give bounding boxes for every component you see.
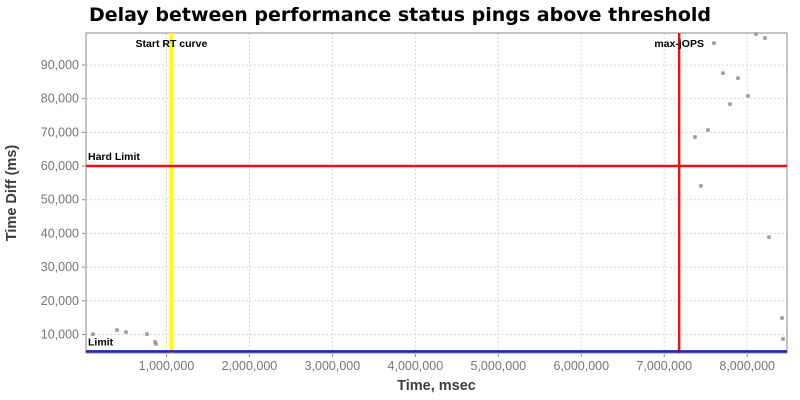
- marker-label: Hard Limit: [88, 151, 140, 163]
- chart-title: Delay between performance status pings a…: [88, 4, 712, 26]
- scatter-point: [154, 342, 158, 346]
- x-tick-label: 8,000,000: [719, 359, 775, 373]
- scatter-point: [736, 76, 740, 80]
- scatter-point: [145, 332, 149, 336]
- scatter-point: [754, 32, 758, 36]
- marker-label: Start RT curve: [136, 38, 208, 50]
- x-tick-label: 4,000,000: [388, 359, 444, 373]
- y-tick-label: 10,000: [41, 327, 79, 341]
- y-tick-label: 20,000: [41, 294, 79, 308]
- scatter-point: [763, 36, 767, 40]
- y-tick-label: 80,000: [41, 92, 79, 106]
- y-tick-label: 30,000: [41, 260, 79, 274]
- y-tick-label: 50,000: [41, 193, 79, 207]
- y-axis-title: Time Diff (ms): [4, 145, 20, 242]
- scatter-point: [693, 135, 697, 139]
- scatter-point: [115, 328, 119, 332]
- scatter-point: [767, 235, 771, 239]
- plot-border: [85, 32, 788, 354]
- x-tick-label: 2,000,000: [222, 359, 278, 373]
- x-axis-title: Time, msec: [397, 378, 476, 394]
- scatter-point: [712, 41, 716, 45]
- scatter-point: [91, 332, 95, 336]
- x-tick-label: 6,000,000: [553, 359, 609, 373]
- marker-label: Limit: [88, 336, 114, 348]
- y-tick-label: 40,000: [41, 226, 79, 240]
- scatter-point: [780, 316, 784, 320]
- scatter-point: [728, 102, 732, 106]
- scatter-point: [746, 94, 750, 98]
- scatter-point: [706, 128, 710, 132]
- scatter-point: [699, 184, 703, 188]
- plot-area: [86, 33, 787, 353]
- scatter-point: [124, 330, 128, 334]
- x-tick-label: 1,000,000: [139, 359, 195, 373]
- y-tick-label: 70,000: [41, 125, 79, 139]
- scatter-point: [781, 337, 785, 341]
- y-tick-label: 60,000: [41, 159, 79, 173]
- x-tick-label: 5,000,000: [470, 359, 526, 373]
- x-tick-label: 7,000,000: [636, 359, 692, 373]
- scatter-point: [153, 340, 157, 344]
- y-tick-label: 90,000: [41, 58, 79, 72]
- scatter-point: [721, 71, 725, 75]
- marker-label: max-jOPS: [654, 38, 704, 50]
- x-tick-label: 3,000,000: [305, 359, 361, 373]
